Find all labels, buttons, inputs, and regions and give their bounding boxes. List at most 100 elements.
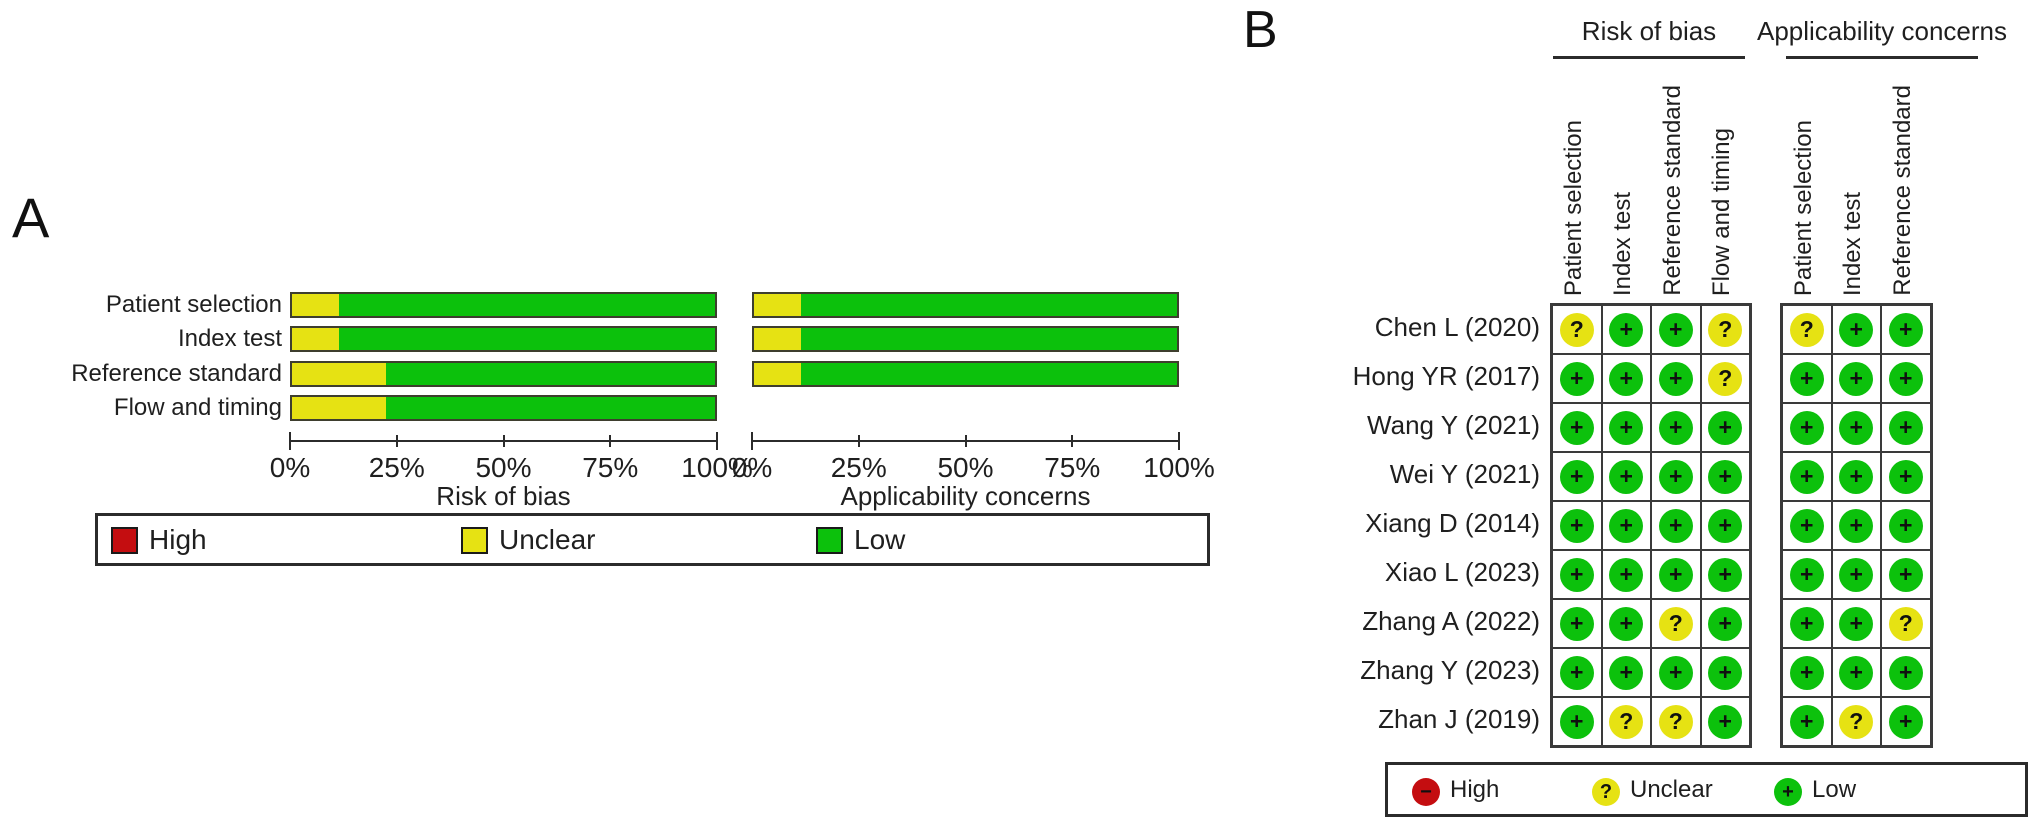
x-axis-title: Risk of bias xyxy=(436,481,571,511)
rating-dot-low: + xyxy=(1609,361,1644,396)
rating-dot-low: + xyxy=(1839,557,1874,592)
rating-dot-low: + xyxy=(1559,704,1594,739)
legend-label-high: High xyxy=(1450,776,1500,803)
grid-cell: + xyxy=(1552,550,1602,599)
study-label: Chen L (2020) xyxy=(1374,312,1540,342)
grid-cell: + xyxy=(1881,305,1931,354)
x-axis-tick-label: 0% xyxy=(731,452,773,483)
group-title: Applicability concerns xyxy=(1756,16,2008,46)
group-title: Risk of bias xyxy=(1581,16,1717,46)
rating-dot-low: + xyxy=(1789,361,1824,396)
x-axis-tick xyxy=(609,435,612,447)
column-label: Index test xyxy=(1609,191,1637,296)
rating-dot-low: + xyxy=(1658,508,1693,543)
ratings-grid: ? + +? + + +? + + + + + + + + + + + + + + + + + +? + + + + + +?? + xyxy=(1550,303,1752,748)
bar-segment-unclear xyxy=(754,362,801,385)
legend-b: − High? Unclear + Low xyxy=(1385,762,2028,817)
grid-cell: + xyxy=(1601,354,1651,403)
study-label: Zhan J (2019) xyxy=(1378,704,1540,734)
column-label: Reference standard xyxy=(1658,85,1686,296)
x-axis-tick-label: 50% xyxy=(475,452,532,483)
rating-dot-low: + xyxy=(1789,410,1824,445)
rating-dot-unclear: ? xyxy=(1789,312,1824,347)
grid-cell: + xyxy=(1651,305,1701,354)
rating-dot-low: + xyxy=(1559,410,1594,445)
grid-cell: + xyxy=(1651,354,1701,403)
grid-cell: + xyxy=(1700,550,1750,599)
grid-cell: + xyxy=(1601,452,1651,501)
rating-dot-low: + xyxy=(1609,655,1644,690)
grid-cell: + xyxy=(1782,648,1832,697)
rating-dot-low: + xyxy=(1559,508,1594,543)
legend-swatch-unclear xyxy=(461,527,488,554)
x-axis-tick-label: 100% xyxy=(1143,452,1215,483)
rating-dot-unclear: ? xyxy=(1839,704,1874,739)
study-label: Wang Y (2021) xyxy=(1367,410,1540,440)
grid-cell: + xyxy=(1881,501,1931,550)
bar-segment-unclear xyxy=(754,328,801,351)
x-axis-tick xyxy=(751,432,753,450)
rating-dot-low: + xyxy=(1888,655,1923,690)
legend-label-high: High xyxy=(149,524,207,555)
rating-dot-unclear: ? xyxy=(1609,704,1644,739)
rating-dot-low: + xyxy=(1658,361,1693,396)
grid-cell: ? xyxy=(1601,697,1651,746)
rating-dot-low: + xyxy=(1888,508,1923,543)
grid-cell: + xyxy=(1601,648,1651,697)
rating-dot-low: + xyxy=(1658,459,1693,494)
grid-cell: + xyxy=(1552,501,1602,550)
grid-cell: + xyxy=(1782,501,1832,550)
grid-cell: + xyxy=(1831,354,1881,403)
stacked-bar xyxy=(752,360,1179,387)
category-label: Patient selection xyxy=(105,291,282,318)
rating-dot-low: + xyxy=(1658,410,1693,445)
rating-dot-low: + xyxy=(1888,361,1923,396)
stacked-bar xyxy=(290,326,717,353)
study-label: Zhang A (2022) xyxy=(1362,606,1540,636)
grid-cell: + xyxy=(1831,599,1881,648)
grid-cell: + xyxy=(1651,501,1701,550)
rating-dot-low: + xyxy=(1559,655,1594,690)
rating-dot-low: + xyxy=(1708,704,1743,739)
x-axis-tick xyxy=(502,435,505,447)
bar-segment-unclear xyxy=(292,362,386,385)
grid-cell: + xyxy=(1651,452,1701,501)
grid-cell: + xyxy=(1831,403,1881,452)
rating-dot-low: + xyxy=(1888,312,1923,347)
rating-dot-low: + xyxy=(1789,459,1824,494)
rating-dot-low: + xyxy=(1559,361,1594,396)
legend-label-unclear: Unclear xyxy=(499,524,596,555)
rating-dot-low: + xyxy=(1839,606,1874,641)
stacked-bar xyxy=(752,326,1179,353)
rating-dot-low: + xyxy=(1839,459,1874,494)
rating-dot-low: + xyxy=(1708,410,1743,445)
column-label: Reference standard xyxy=(1888,85,1916,296)
x-axis-tick xyxy=(716,432,718,450)
panel-a-letter: A xyxy=(12,186,50,249)
bar-segment-unclear xyxy=(754,294,801,316)
stacked-bar xyxy=(290,292,717,318)
rating-dot-low: + xyxy=(1888,459,1923,494)
x-axis-tick-label: 75% xyxy=(1044,452,1101,483)
grid-cell: + xyxy=(1700,403,1750,452)
x-axis-tick xyxy=(395,435,398,447)
legend-label-low: Low xyxy=(1812,776,1857,803)
study-label: Zhang Y (2023) xyxy=(1360,655,1540,685)
grid-cell: + xyxy=(1831,452,1881,501)
grid-cell: + xyxy=(1782,354,1832,403)
grid-cell: + xyxy=(1881,550,1931,599)
rating-dot-low: + xyxy=(1559,606,1594,641)
grid-cell: + xyxy=(1700,452,1750,501)
legend-label-low: Low xyxy=(854,524,906,555)
x-axis-tick-label: 25% xyxy=(830,452,887,483)
rating-dot-low: + xyxy=(1708,606,1743,641)
rating-dot-unclear: ? xyxy=(1708,361,1743,396)
x-axis-tick xyxy=(289,432,291,450)
rating-dot-low: + xyxy=(1609,459,1644,494)
x-axis-tick xyxy=(964,435,967,447)
bar-segment-unclear xyxy=(292,294,339,316)
rating-dot-unclear: ? xyxy=(1658,606,1693,641)
grid-cell: + xyxy=(1881,648,1931,697)
grid-cell: ? xyxy=(1831,697,1881,746)
